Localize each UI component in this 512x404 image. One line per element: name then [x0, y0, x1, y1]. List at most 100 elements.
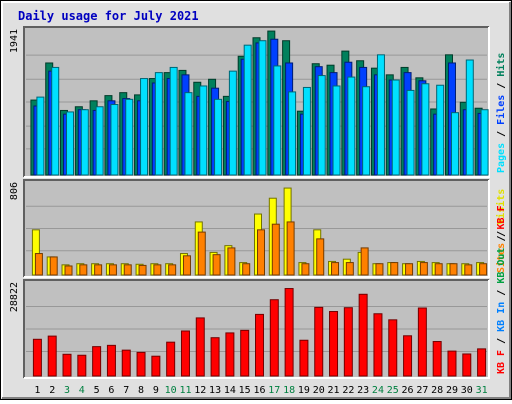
bar-sites-day-4	[79, 264, 88, 276]
bar-pages-day-7	[125, 98, 134, 176]
bar-kb-f-day-29	[447, 350, 457, 377]
bar-pages-day-17	[273, 65, 282, 176]
outer-bevel-dark	[2, 2, 511, 399]
bar-sites-day-9	[153, 264, 162, 276]
legend-entry-kbytes-2: KB In	[496, 302, 507, 338]
legend-entry-hits-files-pages-0: Pages	[496, 143, 507, 173]
max-label-visits-sites: 806	[9, 182, 20, 200]
legend-entry-visits-sites-2: Visits	[495, 189, 507, 231]
day-label-25: 25	[387, 385, 399, 396]
bar-sites-day-3	[64, 265, 73, 276]
max-label-kbytes: 28822	[9, 282, 20, 312]
bar-pages-day-13	[214, 98, 223, 176]
bar-pages-day-19	[302, 86, 311, 176]
day-label-20: 20	[313, 385, 325, 396]
bar-kb-f-day-10	[166, 341, 176, 377]
bar-kb-f-day-21	[329, 311, 339, 377]
panel-kbytes-edge-light	[23, 279, 489, 378]
bar-kb-f-day-8	[136, 351, 146, 377]
legend-hits-files-pages: Pages / Files / Hits	[495, 53, 507, 173]
day-label-13: 13	[209, 385, 221, 396]
bar-pages-day-29	[450, 112, 459, 176]
bar-kb-f-day-9	[151, 355, 161, 377]
outer-bevel-light	[1, 1, 510, 398]
bar-sites-day-5	[94, 264, 103, 276]
bar-kb-f-day-27	[417, 307, 427, 377]
day-label-22: 22	[342, 385, 354, 396]
bar-kb-f-day-7	[121, 349, 131, 377]
legend-entry-visits-sites-1: /	[496, 231, 507, 243]
bar-sites-day-1	[34, 253, 43, 276]
bar-pages-day-12	[199, 85, 208, 176]
legend-visits-sites: Sites / Visits	[495, 189, 507, 273]
day-label-28: 28	[431, 385, 443, 396]
day-label-29: 29	[446, 385, 458, 396]
bar-sites-day-25	[390, 262, 399, 276]
bar-sites-day-11	[182, 255, 191, 276]
bar-kb-f-day-12	[195, 317, 205, 377]
bar-kb-f-day-13	[210, 337, 220, 377]
bar-sites-day-7	[123, 264, 132, 276]
bar-pages-day-28	[436, 84, 445, 176]
bar-pages-day-23	[362, 86, 371, 176]
legend-entry-kbytes-0: KB F	[496, 350, 507, 374]
day-label-3: 3	[64, 385, 70, 396]
day-label-8: 8	[138, 385, 144, 396]
bar-kb-f-day-2	[47, 335, 57, 377]
legend-entry-hits-files-pages-4: Hits	[495, 53, 507, 83]
bar-kb-f-day-11	[180, 330, 190, 377]
bar-kb-f-day-16	[255, 313, 264, 377]
day-label-26: 26	[402, 385, 414, 396]
bar-sites-day-10	[168, 264, 177, 276]
chart-title: Daily usage for July 2021	[18, 9, 199, 23]
bar-kb-f-day-14	[225, 332, 235, 377]
bar-kb-f-day-15	[240, 329, 250, 377]
bar-kb-f-day-5	[92, 346, 102, 377]
bar-pages-day-10	[169, 66, 178, 176]
legend-entry-hits-files-pages-2: Files	[495, 95, 507, 131]
day-label-2: 2	[49, 385, 55, 396]
day-label-11: 11	[179, 385, 191, 396]
bar-sites-day-13	[212, 254, 221, 276]
legend-entry-hits-files-pages-1: /	[496, 131, 507, 143]
bar-kb-f-day-31	[477, 348, 487, 377]
bar-pages-day-20	[317, 75, 326, 176]
bar-pages-day-31	[480, 109, 489, 176]
day-label-17: 17	[268, 385, 280, 396]
bar-sites-day-20	[316, 238, 325, 276]
legend-entry-visits-sites-0: Sites	[495, 243, 507, 273]
bar-kb-f-day-17	[269, 299, 279, 377]
day-label-10: 10	[165, 385, 177, 396]
bar-sites-day-31	[479, 263, 488, 276]
day-label-15: 15	[239, 385, 251, 396]
day-label-27: 27	[416, 385, 428, 396]
bar-kb-f-day-30	[462, 353, 472, 377]
day-label-5: 5	[94, 385, 100, 396]
bar-sites-day-30	[464, 264, 473, 276]
bar-pages-day-15	[243, 44, 252, 176]
bar-sites-day-17	[271, 223, 280, 276]
panel-visits-sites-edge-light	[23, 179, 489, 277]
bar-sites-day-27	[419, 262, 428, 276]
bar-kb-f-day-19	[299, 339, 309, 377]
day-label-23: 23	[357, 385, 369, 396]
bar-kb-f-day-24	[373, 313, 383, 377]
bar-kb-f-day-6	[106, 344, 116, 377]
day-label-6: 6	[108, 385, 114, 396]
legend-entry-kbytes-3: /	[496, 290, 507, 302]
legend-entry-kbytes-6: KB F	[496, 205, 507, 235]
bar-kb-f-day-20	[314, 306, 324, 377]
day-label-16: 16	[253, 385, 265, 396]
bar-sites-day-15	[242, 263, 251, 276]
bar-kb-f-day-28	[432, 341, 442, 377]
panel-visits-sites-edge-dark	[24, 180, 490, 278]
day-label-18: 18	[283, 385, 295, 396]
legend-kbytes: KB F / KB In / KB Out / KB F	[496, 205, 507, 374]
panel-hits-files-pages-edge-light	[23, 26, 489, 177]
bar-pages-day-4	[80, 109, 89, 176]
bar-pages-day-6	[110, 104, 119, 176]
bar-kb-f-day-1	[32, 338, 42, 377]
day-label-12: 12	[194, 385, 206, 396]
max-label-hits-files-pages: 1941	[9, 29, 20, 53]
